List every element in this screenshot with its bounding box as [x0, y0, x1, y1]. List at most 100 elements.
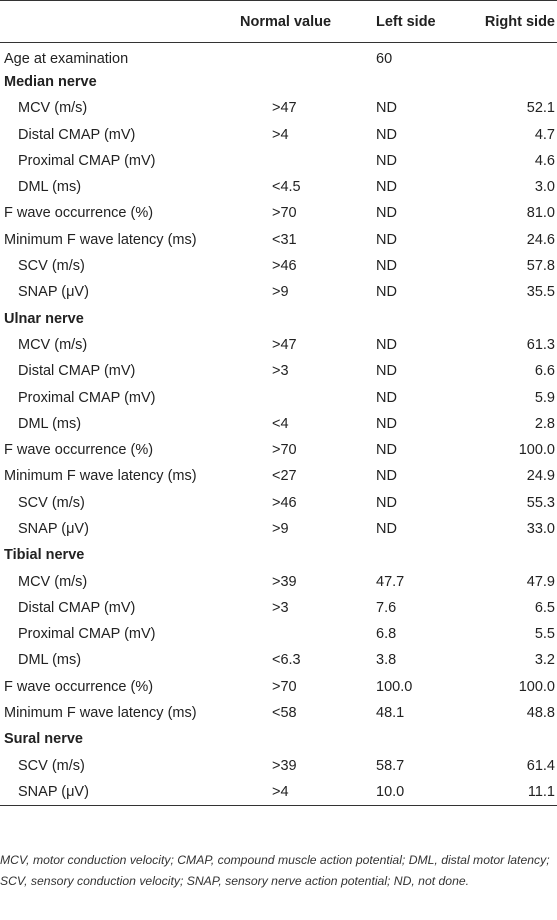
row-label: Minimum F wave latency (ms)	[4, 705, 197, 722]
header-label	[0, 0, 228, 43]
row-label: SCV (m/s)	[18, 494, 85, 511]
right-side-cell: 5.5	[534, 626, 555, 643]
normal-value-cell: >39	[272, 573, 297, 590]
row-label: Median nerve	[4, 73, 97, 90]
normal-value-cell: >47	[272, 336, 297, 353]
right-side-cell	[473, 542, 557, 568]
row-label: SNAP (μV)	[0, 778, 228, 806]
normal-value-cell: >46	[272, 494, 297, 511]
right-side-cell: 57.8	[526, 258, 555, 275]
row-label: SCV (m/s)	[18, 757, 85, 774]
normal-value-cell	[228, 69, 376, 95]
normal-value-cell	[228, 305, 376, 331]
row-label: Proximal CMAP (mV)	[18, 389, 156, 406]
right-side-cell: 6.6	[534, 363, 555, 380]
left-side-cell: 48.1	[376, 705, 405, 722]
normal-value-cell: >39	[272, 757, 297, 774]
right-side-cell: 4.6	[534, 152, 555, 169]
row-label: Minimum F wave latency (ms)	[4, 468, 197, 485]
right-side-cell: 100.0	[518, 442, 555, 459]
normal-value-cell: <4.5	[272, 179, 301, 196]
row-label: F wave occurrence (%)	[4, 678, 154, 695]
table-figure: Normal value Left side Right side Age at…	[0, 0, 557, 888]
normal-value-cell: >3	[272, 363, 289, 380]
left-side-cell: ND	[376, 231, 397, 248]
left-side-cell: 47.7	[376, 573, 405, 590]
right-side-cell	[473, 43, 557, 69]
left-side-cell: ND	[376, 152, 397, 169]
right-side-cell: 24.6	[526, 231, 555, 248]
left-side-cell: ND	[376, 494, 397, 511]
normal-value-cell: >4	[228, 778, 376, 806]
right-side-cell	[473, 69, 557, 95]
table-row: Minimum F wave latency (ms) <31 ND 24.6	[0, 227, 557, 253]
table-row: Distal CMAP (mV) >3 7.6 6.5	[0, 595, 557, 621]
right-side-cell: 48.8	[526, 705, 555, 722]
left-side-cell: ND	[376, 336, 397, 353]
table-body: Age at examination 60 Median nerve MCV (m/s…	[0, 43, 557, 806]
normal-value-cell: >9	[272, 284, 289, 301]
normal-value-cell: >4	[272, 126, 289, 143]
row-label: SCV (m/s)	[18, 258, 85, 275]
right-side-cell: 35.5	[526, 284, 555, 301]
table-row: Proximal CMAP (mV) ND 5.9	[0, 384, 557, 410]
row-label: Proximal CMAP (mV)	[18, 152, 156, 169]
table-row: DML (ms) <6.3 3.8 3.2	[0, 647, 557, 673]
normal-value-cell	[228, 621, 376, 647]
table-row: SNAP (μV) >4 10.0 11.1	[0, 778, 557, 806]
row-label: MCV (m/s)	[18, 336, 88, 353]
left-side-cell: ND	[376, 284, 397, 301]
left-side-cell: ND	[376, 179, 397, 196]
row-label: MCV (m/s)	[18, 573, 88, 590]
right-side-cell: 24.9	[526, 468, 555, 485]
section-row: Ulnar nerve	[0, 305, 557, 331]
row-label: Ulnar nerve	[4, 310, 84, 327]
table-row: SCV (m/s) >46 ND 57.8	[0, 253, 557, 279]
left-side-cell: ND	[376, 442, 397, 459]
section-row: Median nerve	[0, 69, 557, 95]
right-side-cell	[473, 305, 557, 331]
right-side-cell: 61.4	[526, 757, 555, 774]
row-label: DML (ms)	[18, 415, 82, 432]
row-label: SNAP (μV)	[18, 284, 89, 301]
normal-value-cell	[228, 43, 376, 69]
table-row: Proximal CMAP (mV) 6.8 5.5	[0, 621, 557, 647]
table-row: DML (ms) <4 ND 2.8	[0, 411, 557, 437]
section-row: Sural nerve	[0, 726, 557, 752]
row-label: Distal CMAP (mV)	[18, 126, 136, 143]
row-label: Distal CMAP (mV)	[18, 363, 136, 380]
normal-value-cell: >3	[272, 599, 289, 616]
row-label: F wave occurrence (%)	[4, 442, 154, 459]
normal-value-cell: <4	[272, 415, 289, 432]
normal-value-cell: <31	[272, 231, 297, 248]
left-side-cell: 60	[376, 50, 393, 67]
normal-value-cell	[228, 542, 376, 568]
table-footnote: MCV, motor conduction velocity; CMAP, co…	[0, 853, 550, 888]
table-row: SCV (m/s) >39 58.7 61.4	[0, 753, 557, 779]
table-row: Distal CMAP (mV) >4 ND 4.7	[0, 121, 557, 147]
right-side-cell: 52.1	[526, 100, 555, 117]
table-row: Minimum F wave latency (ms) <27 ND 24.9	[0, 463, 557, 489]
row-label: Age at examination	[4, 50, 129, 67]
header-normal-value: Normal value	[228, 0, 376, 43]
table-row: Distal CMAP (mV) >3 ND 6.6	[0, 358, 557, 384]
right-side-cell: 3.2	[534, 652, 555, 669]
row-label: Minimum F wave latency (ms)	[4, 231, 197, 248]
right-side-cell: 6.5	[534, 599, 555, 616]
row-label: DML (ms)	[18, 652, 82, 669]
right-side-cell: 61.3	[526, 336, 555, 353]
table-row: Minimum F wave latency (ms) <58 48.1 48.8	[0, 700, 557, 726]
row-label: Sural nerve	[4, 731, 83, 748]
right-side-cell: 47.9	[526, 573, 555, 590]
normal-value-cell: <58	[272, 705, 297, 722]
normal-value-cell: >70	[272, 678, 297, 695]
normal-value-cell: >70	[272, 442, 297, 459]
normal-value-cell: <27	[272, 468, 297, 485]
normal-value-cell: <6.3	[272, 652, 301, 669]
left-side-cell: 6.8	[376, 626, 397, 643]
header-row: Normal value Left side Right side	[0, 0, 557, 43]
table-row: SNAP (μV) >9 ND 35.5	[0, 279, 557, 305]
row-label: Tibial nerve	[4, 547, 85, 564]
table-row: SNAP (μV) >9 ND 33.0	[0, 516, 557, 542]
left-side-cell: ND	[376, 205, 397, 222]
